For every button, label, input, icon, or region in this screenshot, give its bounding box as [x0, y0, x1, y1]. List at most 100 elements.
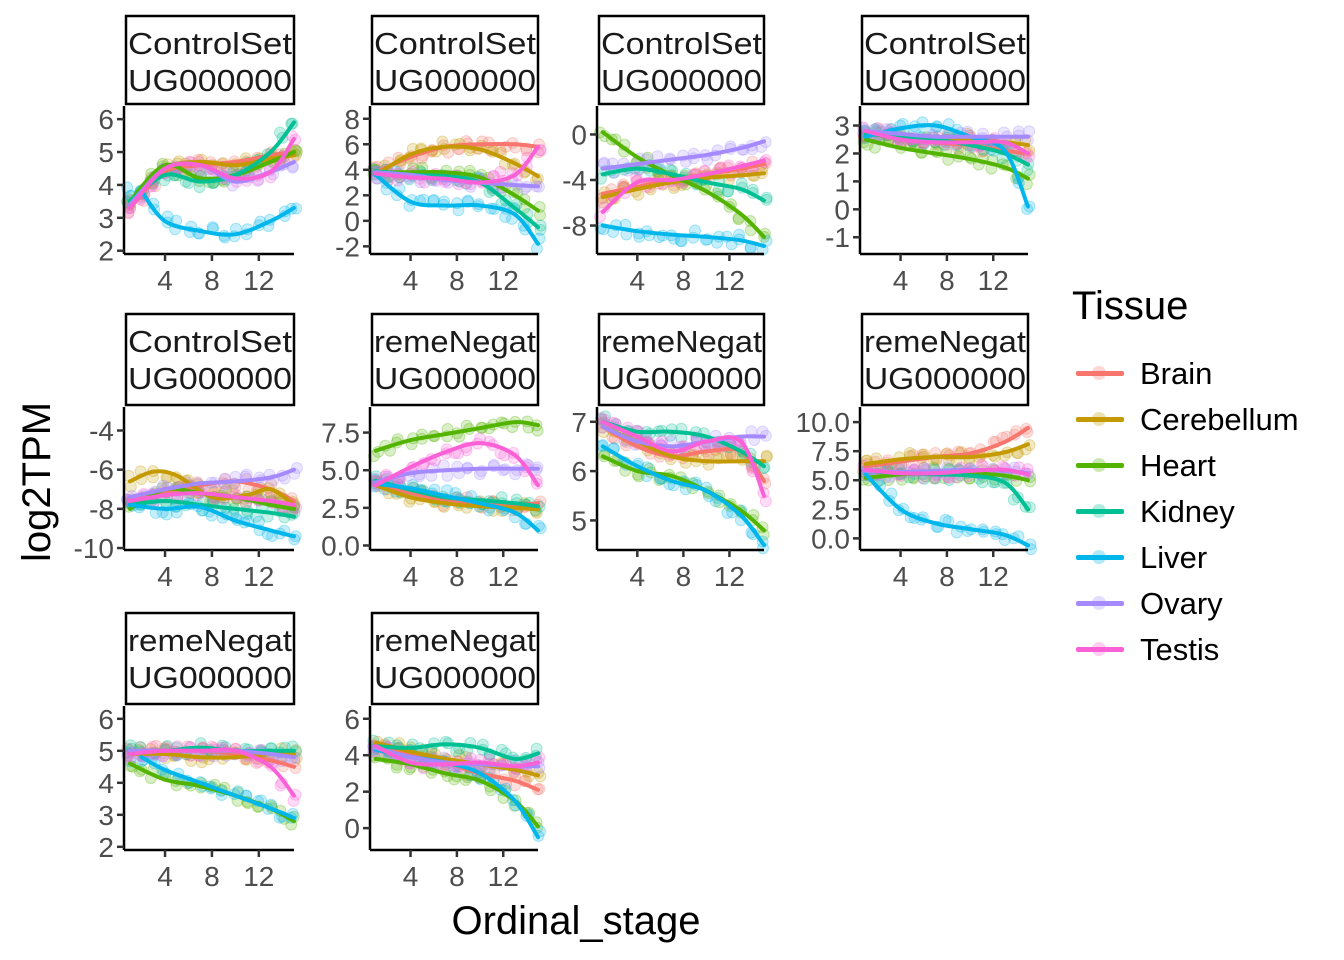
x-axis-title: Ordinal_stage	[451, 899, 700, 943]
y-tick-label: 2	[344, 180, 360, 211]
y-tick-label: 0	[834, 194, 850, 225]
x-tick-label: 8	[204, 861, 220, 892]
legend-key-heart	[1072, 448, 1128, 484]
series-line-liver	[139, 189, 296, 237]
x-tick-label: 4	[403, 561, 419, 592]
series-line-ovary	[127, 467, 296, 500]
x-tick-label: 12	[714, 265, 745, 296]
y-tick-label: -8	[89, 494, 114, 525]
series-line-testis	[600, 158, 766, 214]
y-tick-label: 6	[98, 104, 114, 135]
legend-key-kidney	[1072, 494, 1128, 530]
y-tick-label: 5	[98, 137, 114, 168]
facet-strip-label: ControlSet	[374, 26, 536, 61]
series-line-ovary	[600, 139, 766, 171]
facet-strip-label: UG000000	[374, 63, 536, 98]
legend-key-testis	[1072, 632, 1128, 668]
y-tick-label: 4	[344, 740, 360, 771]
series-line-liver	[373, 172, 540, 246]
facet-strip-label: UG000000	[128, 660, 292, 695]
x-tick-label: 12	[714, 561, 745, 592]
series-line-kidney	[600, 419, 766, 469]
y-tick-label: 0	[344, 206, 360, 237]
x-tick-label: 8	[204, 265, 220, 296]
x-tick-label: 12	[488, 265, 519, 296]
facet-strip-label: remeNegat	[374, 623, 536, 658]
series-line-cerebellum	[863, 442, 1030, 466]
y-tick-label: 7	[571, 407, 587, 438]
facet-strip-label: UG000000	[128, 361, 292, 396]
series-line-ovary	[600, 424, 766, 449]
series-line-testis	[127, 491, 296, 507]
y-tick-label: 0	[571, 119, 587, 150]
y-tick-label: 3	[834, 111, 850, 142]
x-tick-label: 8	[449, 561, 465, 592]
legend-label: Heart	[1140, 448, 1216, 483]
series-line-testis	[863, 129, 1030, 156]
x-tick-label: 12	[243, 265, 274, 296]
facet-strip-label: UG000000	[864, 63, 1026, 98]
series-line-kidney	[127, 120, 296, 204]
facet-strip-label: UG000000	[374, 361, 536, 396]
y-tick-label: 3	[98, 203, 114, 234]
x-tick-label: 12	[978, 265, 1009, 296]
x-tick-label: 4	[630, 265, 646, 296]
legend-item-ovary: Ovary	[1072, 586, 1223, 622]
series-line-liver	[863, 472, 1030, 548]
legend-label: Kidney	[1140, 494, 1235, 529]
y-tick-label: 4	[98, 768, 114, 799]
data-point	[760, 449, 773, 462]
x-tick-label: 4	[403, 861, 419, 892]
facet-strip	[124, 312, 296, 407]
y-tick-label: -10	[74, 533, 114, 564]
y-tick-label: 10.0	[796, 407, 851, 438]
x-tick-label: 8	[204, 561, 220, 592]
x-tick-label: 4	[893, 265, 909, 296]
y-tick-label: 0.0	[321, 530, 360, 561]
y-tick-label: 5.0	[811, 465, 850, 496]
legend-item-cerebellum: Cerebellum	[1072, 402, 1299, 438]
series-line-testis	[863, 467, 1030, 477]
series-line-testis	[127, 136, 296, 210]
y-tick-label: 2.5	[321, 493, 360, 524]
facet-strip-label: UG000000	[864, 361, 1026, 396]
y-tick-label: -1	[825, 222, 850, 253]
y-tick-label: 6	[571, 456, 587, 487]
y-tick-label: -6	[89, 455, 114, 486]
y-tick-label: -4	[562, 165, 587, 196]
series-line-testis	[127, 747, 296, 798]
y-tick-label: 4	[98, 170, 114, 201]
series-line-testis	[373, 744, 540, 769]
series-line-heart	[863, 137, 1030, 181]
legend-label: Liver	[1140, 540, 1208, 575]
data-point	[759, 495, 772, 508]
legend-label: Cerebellum	[1140, 402, 1299, 437]
y-tick-label: 5	[98, 736, 114, 767]
y-tick-label: 4	[344, 155, 360, 186]
facet-strip	[597, 312, 766, 407]
legend-label: Brain	[1140, 356, 1213, 391]
series-line-liver	[139, 755, 296, 820]
facet-strip	[860, 14, 1030, 106]
y-tick-label: 2	[834, 138, 850, 169]
y-tick-label: 2	[98, 832, 114, 863]
legend-label: Testis	[1140, 632, 1220, 667]
facet-strip-label: ControlSet	[128, 26, 292, 61]
facet-strip	[370, 611, 540, 706]
x-tick-label: 4	[403, 265, 419, 296]
x-tick-label: 8	[449, 265, 465, 296]
facet-strip-label: ControlSet	[864, 26, 1026, 61]
y-tick-label: 2	[344, 777, 360, 808]
y-tick-label: 5	[571, 505, 587, 536]
y-tick-label: 6	[344, 704, 360, 735]
y-tick-label: 2.5	[811, 494, 850, 525]
legend-item-kidney: Kidney	[1072, 494, 1235, 530]
facet-strip-label: remeNegat	[374, 324, 536, 359]
y-tick-label: 2	[98, 236, 114, 267]
y-tick-label: 1	[834, 166, 850, 197]
